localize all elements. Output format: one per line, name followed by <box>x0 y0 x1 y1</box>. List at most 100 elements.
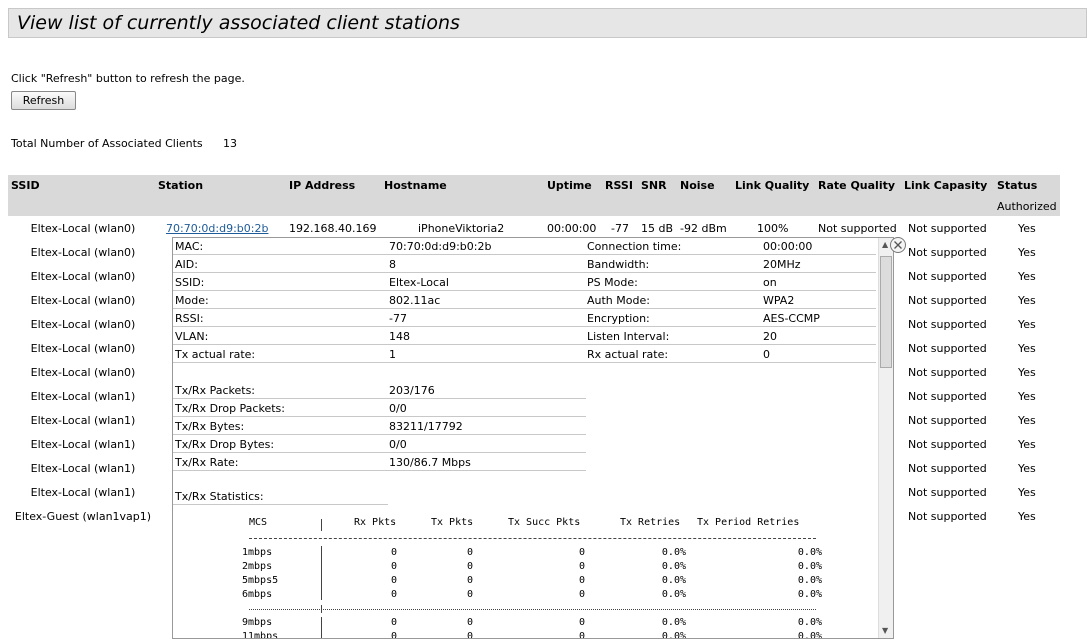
scroll-up[interactable]: ▲ <box>882 240 889 249</box>
ssid-cell: Eltex-Guest (wlan1vap1) <box>14 510 152 523</box>
ssid-cell: Eltex-Local (wlan1) <box>30 414 136 427</box>
status-cell: Yes <box>1018 462 1036 475</box>
detail-value: 130/86.7 Mbps <box>389 456 471 469</box>
stats-cell: 0 <box>391 631 398 639</box>
stats-cell: 0 <box>467 575 474 586</box>
detail-label: RSSI: <box>175 312 204 325</box>
status-cell: Yes <box>1018 222 1036 235</box>
column-header: Noise <box>680 179 715 192</box>
detail-label: Tx/Rx Drop Packets: <box>175 402 285 415</box>
status-cell: Yes <box>1018 414 1036 427</box>
status-cell: Yes <box>1018 246 1036 259</box>
link-capacity-cell: Not supported <box>908 462 987 475</box>
link-capacity-cell: Not supported <box>908 390 987 403</box>
scroll-thumb[interactable] <box>880 256 892 368</box>
ssid-cell: Eltex-Local (wlan0) <box>30 270 136 283</box>
stats-cell: 9mbps <box>242 617 273 628</box>
ssid-cell: Eltex-Local (wlan0) <box>30 318 136 331</box>
stats-cell: 0.0% <box>661 589 686 600</box>
detail-value: Eltex-Local <box>389 276 449 289</box>
status-subheader: Authorized <box>997 200 1057 213</box>
stats-divider <box>321 546 322 600</box>
column-header: Status <box>997 179 1038 192</box>
detail-label: Connection time: <box>587 240 682 253</box>
detail-label: Encryption: <box>587 312 650 325</box>
refresh-button[interactable]: Refresh <box>11 91 76 110</box>
stats-divider <box>321 617 322 638</box>
station-details-popup: ▲ ▼ MAC: 70:70:0d:d9:b0:2b AID: 8 SSID: Eltex… <box>172 237 894 639</box>
detail-value: 00:00:00 <box>763 240 813 253</box>
status-cell: Yes <box>1018 294 1036 307</box>
ssid-cell: Eltex-Local (wlan1) <box>30 462 136 475</box>
stats-cell: 2mbps <box>242 561 273 572</box>
stats-cell: 11mbps <box>242 631 279 639</box>
total-label: Total Number of Associated Clients <box>11 137 203 150</box>
row-rule <box>173 272 586 273</box>
stats-cell: 0 <box>391 561 398 572</box>
row-rule <box>173 504 388 505</box>
link-capacity-cell: Not supported <box>908 294 987 307</box>
stats-cell: 6mbps <box>242 589 273 600</box>
header-bar: View list of currently associated client… <box>8 8 1087 38</box>
stats-cell: 0.0% <box>661 631 686 639</box>
stats-cell: 5mbps5 <box>242 575 279 586</box>
stats-cell: 0 <box>579 589 586 600</box>
link-capacity-cell: Not supported <box>908 510 987 523</box>
stats-cell: 0.0% <box>797 561 822 572</box>
stats-header: MCS <box>249 517 268 528</box>
ssid-cell: Eltex-Local (wlan0) <box>30 294 136 307</box>
scroll-down[interactable]: ▼ <box>882 626 889 635</box>
detail-label: SSID: <box>175 276 205 289</box>
detail-label: Tx/Rx Rate: <box>175 456 239 469</box>
detail-value: 0/0 <box>389 438 407 451</box>
status-cell: Yes <box>1018 438 1036 451</box>
row-rule <box>173 416 586 417</box>
link-capacity-cell: Not supported <box>908 222 987 235</box>
status-cell: Yes <box>1018 342 1036 355</box>
stats-cell: 0.0% <box>797 589 822 600</box>
detail-value: 1 <box>389 348 396 361</box>
detail-value: 203/176 <box>389 384 435 397</box>
uptime-cell: 00:00:00 <box>547 222 597 235</box>
link-capacity-cell: Not supported <box>908 270 987 283</box>
snr-cell: 15 dB <box>641 222 674 235</box>
detail-value: on <box>763 276 777 289</box>
link-capacity-cell: Not supported <box>908 438 987 451</box>
detail-value: 148 <box>389 330 410 343</box>
ssid-cell: Eltex-Local (wlan1) <box>30 486 136 499</box>
detail-label: AID: <box>175 258 198 271</box>
hostname-cell: iPhoneViktoria2 <box>418 222 505 235</box>
column-header: Station <box>158 179 204 192</box>
station-cell[interactable]: 70:70:0d:d9:b0:2b <box>166 222 269 235</box>
detail-label: VLAN: <box>175 330 209 343</box>
detail-label: Mode: <box>175 294 209 307</box>
status-cell: Yes <box>1018 486 1036 499</box>
detail-value: WPA2 <box>763 294 795 307</box>
link-capacity-cell: Not supported <box>908 342 987 355</box>
stats-divider <box>321 605 322 613</box>
status-cell: Yes <box>1018 270 1036 283</box>
total-value: 13 <box>223 137 237 150</box>
stats-cell: 0 <box>467 561 474 572</box>
link-capacity-cell: Not supported <box>908 246 987 259</box>
stats-divider <box>321 519 322 531</box>
stats-cell: 0.0% <box>661 617 686 628</box>
column-header: Link Quality <box>735 179 810 192</box>
detail-value: AES-CCMP <box>763 312 820 325</box>
stats-separator <box>249 538 816 539</box>
stats-header: Tx Retries <box>620 517 681 528</box>
close-button[interactable] <box>889 236 907 254</box>
stats-header: Rx Pkts <box>354 517 397 528</box>
column-header: IP Address <box>289 179 356 192</box>
column-header: Rate Quality <box>818 179 896 192</box>
column-header: SSID <box>11 179 40 192</box>
stats-cell: 0 <box>391 575 398 586</box>
stats-cell: 0 <box>579 547 586 558</box>
detail-value: 70:70:0d:d9:b0:2b <box>389 240 492 253</box>
row-rule <box>586 308 876 309</box>
detail-label: Tx/Rx Bytes: <box>175 420 245 433</box>
status-cell: Yes <box>1018 366 1036 379</box>
rssi-cell: -77 <box>611 222 629 235</box>
row-rule <box>173 434 586 435</box>
